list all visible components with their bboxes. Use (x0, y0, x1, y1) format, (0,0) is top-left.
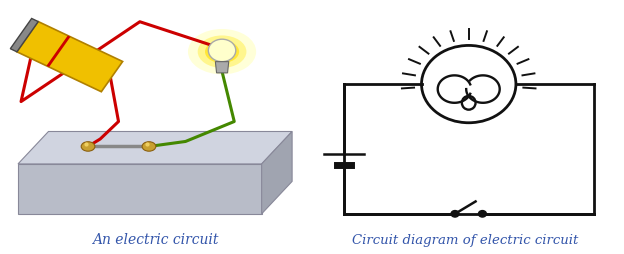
Circle shape (479, 211, 486, 217)
Polygon shape (46, 36, 71, 68)
Polygon shape (215, 62, 229, 74)
Polygon shape (17, 23, 123, 92)
Ellipse shape (205, 41, 239, 64)
Circle shape (451, 211, 459, 217)
Polygon shape (11, 19, 38, 53)
Polygon shape (18, 164, 261, 214)
Text: Circuit diagram of electric circuit: Circuit diagram of electric circuit (353, 233, 579, 246)
Ellipse shape (198, 36, 246, 69)
Text: An electric circuit: An electric circuit (92, 232, 218, 246)
Ellipse shape (188, 30, 256, 75)
Ellipse shape (81, 142, 95, 152)
Polygon shape (261, 132, 292, 214)
Polygon shape (18, 132, 292, 164)
Ellipse shape (208, 40, 236, 62)
Ellipse shape (142, 142, 156, 152)
